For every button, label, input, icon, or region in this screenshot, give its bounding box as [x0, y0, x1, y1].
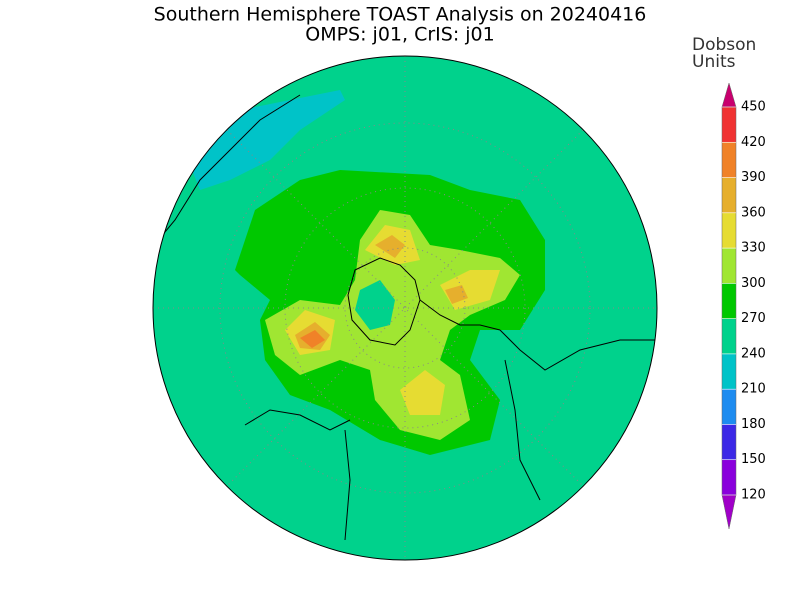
colorbar-tick-label: 450 [741, 100, 766, 115]
map-border [152, 55, 658, 561]
ozone-field [153, 56, 657, 560]
colorbar-band [722, 424, 736, 460]
colorbar-tick-label: 360 [741, 205, 766, 220]
colorbar-label: Units [692, 52, 736, 72]
colorbar-band [722, 283, 736, 319]
colorbar-band [722, 248, 736, 284]
ozone-core [355, 280, 395, 330]
graticule [153, 56, 657, 560]
colorbar-over [721, 82, 737, 108]
polar-map [152, 55, 658, 561]
colorbar-band [722, 177, 736, 213]
colorbar-band [722, 142, 736, 178]
ozone-arm [265, 210, 520, 440]
colorbar-band [722, 212, 736, 249]
colorbar-band [722, 459, 736, 495]
colorbar-band [722, 389, 736, 425]
colorbar-tick-label: 180 [741, 417, 766, 432]
low-ozone-region [180, 90, 345, 190]
colorbar-band [722, 318, 736, 354]
coastlines [153, 94, 657, 541]
ozone-peak [300, 330, 325, 348]
colorbar-tick-label: 210 [741, 382, 766, 397]
ozone-high [285, 225, 500, 415]
colorbar-tick-label: 420 [741, 135, 766, 150]
colorbar-tick-label: 150 [741, 452, 766, 467]
colorbar-band [722, 353, 736, 390]
colorbar-under [721, 494, 737, 530]
colorbar-band [722, 107, 736, 143]
title: Southern Hemisphere TOAST Analysis on 20… [154, 4, 647, 26]
colorbar-tick-label: 270 [741, 311, 766, 326]
colorbar-tick-label: 120 [741, 488, 766, 503]
subtitle: OMPS: j01, CrIS: j01 [305, 24, 494, 46]
colorbar-tick-label: 240 [741, 346, 766, 361]
colorbar-tick-label: 300 [741, 276, 766, 291]
colorbar-tick-label: 390 [741, 170, 766, 185]
colorbar-tick-label: 330 [741, 241, 766, 256]
colorbar-label: Dobson [692, 35, 756, 55]
